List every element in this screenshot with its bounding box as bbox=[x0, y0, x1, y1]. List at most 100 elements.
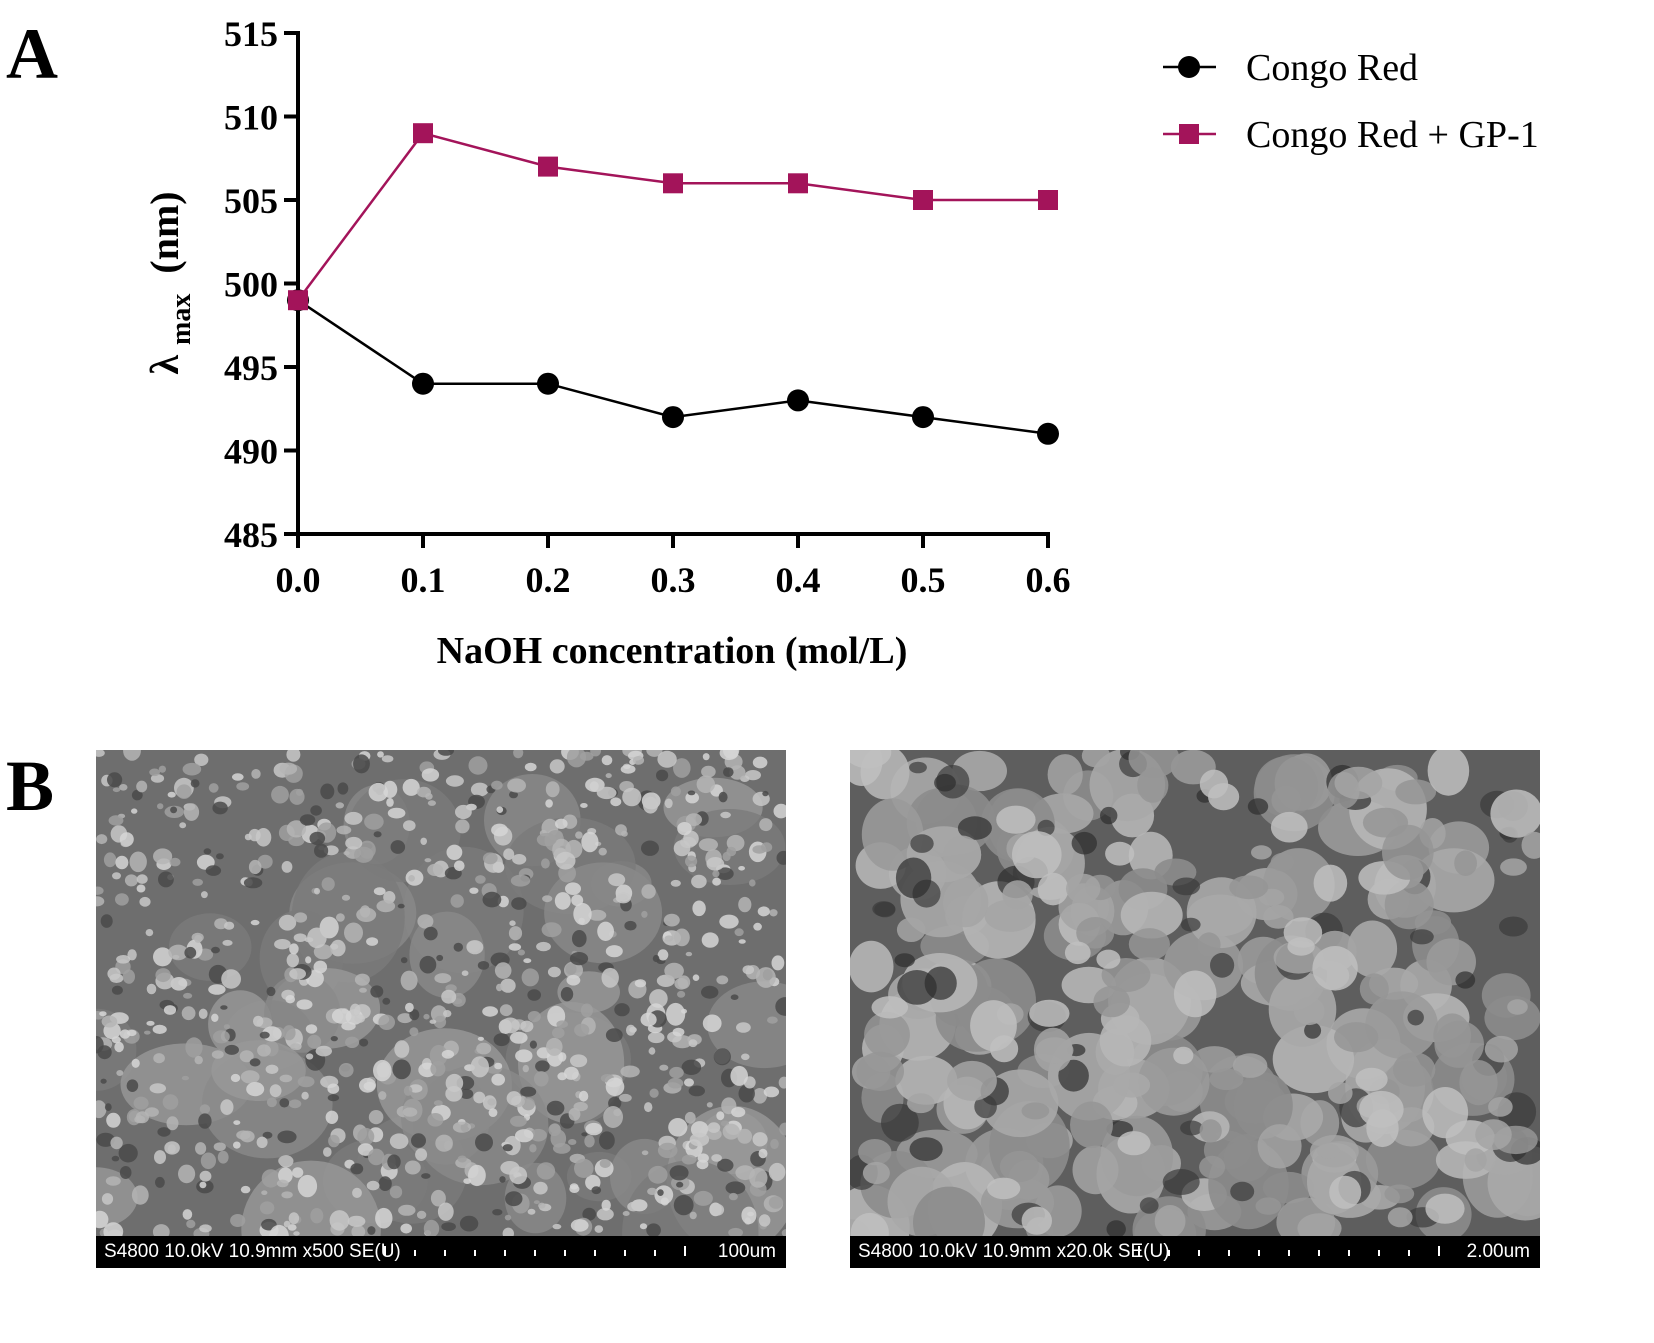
sem-scale-tick bbox=[1258, 1250, 1260, 1256]
sem-scale-text-1: 100um bbox=[717, 1241, 776, 1262]
sem-particle bbox=[538, 1202, 546, 1209]
sem-particle bbox=[725, 1181, 746, 1195]
y-axis-label-sub: max bbox=[166, 294, 197, 345]
sem-particle bbox=[403, 1085, 413, 1096]
sem-particle bbox=[508, 943, 522, 951]
sem-particle bbox=[970, 1000, 1017, 1052]
sem-particle bbox=[404, 1160, 421, 1175]
sem-particle bbox=[1247, 798, 1269, 815]
sem-particle bbox=[203, 848, 212, 855]
sem-particle bbox=[230, 1214, 246, 1227]
sem-particle bbox=[104, 1103, 112, 1111]
sem-particle bbox=[256, 1136, 268, 1148]
sem-particle bbox=[580, 1003, 593, 1018]
sem-particle bbox=[194, 753, 209, 766]
sem-particle bbox=[286, 750, 301, 762]
sem-particle bbox=[468, 756, 488, 775]
sem-particle bbox=[1283, 917, 1323, 948]
sem-particle bbox=[524, 762, 537, 772]
sem-particle bbox=[984, 899, 1036, 932]
sem-particle bbox=[192, 878, 203, 886]
sem-particle bbox=[1475, 1119, 1512, 1150]
sem-particle bbox=[182, 762, 202, 776]
sem-particle bbox=[580, 803, 588, 808]
sem-particle bbox=[353, 754, 370, 774]
sem-particle bbox=[411, 1133, 426, 1148]
x-axis-label: NaOH concentration (mol/L) bbox=[437, 630, 908, 672]
sem-particle bbox=[608, 873, 626, 887]
sem-particle bbox=[536, 1162, 556, 1180]
sem-particle bbox=[1021, 1102, 1050, 1120]
sem-particle bbox=[502, 1144, 513, 1152]
sem-particle bbox=[441, 989, 457, 1004]
sem-particle bbox=[552, 1223, 562, 1230]
sem-particle bbox=[649, 989, 668, 1008]
sem-particle bbox=[347, 1215, 366, 1227]
sem-scale-tick bbox=[654, 1250, 656, 1256]
sem-particle bbox=[281, 1191, 293, 1199]
sem-particle bbox=[850, 750, 892, 769]
sem-particle bbox=[415, 1148, 428, 1161]
sem-particle bbox=[199, 1170, 212, 1182]
sem-particle bbox=[352, 1187, 362, 1198]
sem-particle bbox=[718, 791, 728, 803]
sem-particle bbox=[144, 1107, 159, 1117]
sem-particle bbox=[136, 874, 148, 884]
sem-particle bbox=[301, 1091, 309, 1100]
sem-particle bbox=[100, 1078, 107, 1084]
sem-image-high-magnification: S4800 10.0kV 10.9mm x20.0k SE(U) 2.00um bbox=[850, 750, 1540, 1268]
sem-particle bbox=[698, 838, 719, 852]
sem-particle bbox=[716, 1111, 725, 1121]
sem-particle bbox=[615, 892, 631, 904]
sem-particle bbox=[569, 1185, 580, 1193]
sem-particle bbox=[536, 941, 551, 952]
sem-particle bbox=[1173, 970, 1217, 1018]
sem-particle bbox=[327, 1094, 340, 1102]
sem-particle bbox=[762, 790, 769, 797]
sem-particle bbox=[1422, 1087, 1469, 1139]
sem-particle bbox=[198, 1113, 212, 1129]
sem-particle bbox=[96, 896, 105, 907]
sem-particle bbox=[1172, 877, 1201, 896]
sem-particle bbox=[601, 967, 619, 988]
sem-particle bbox=[310, 805, 322, 816]
sem-particle bbox=[506, 1091, 522, 1106]
sem-particle bbox=[321, 877, 335, 891]
sem-particle bbox=[429, 1044, 448, 1066]
sem-particle bbox=[668, 1118, 688, 1137]
sem-particle bbox=[1096, 949, 1121, 969]
sem-particle bbox=[112, 872, 121, 880]
sem-particle bbox=[493, 1033, 510, 1047]
sem-particle bbox=[243, 877, 263, 889]
sem-particle bbox=[377, 751, 384, 758]
sem-particle bbox=[233, 1120, 241, 1125]
sem-particle bbox=[1128, 750, 1180, 778]
y-axis-label-unit: (nm) bbox=[142, 191, 187, 273]
sem-particle bbox=[314, 887, 320, 895]
sem-particle bbox=[657, 750, 677, 768]
sem-particle bbox=[123, 750, 141, 761]
sem-particle bbox=[1076, 917, 1115, 949]
y-tick-label: 500 bbox=[224, 265, 278, 305]
sem-particle bbox=[1162, 1169, 1200, 1195]
sem-particle bbox=[599, 1159, 611, 1168]
sem-info-text-1: S4800 10.0kV 10.9mm x500 SE(U) bbox=[104, 1241, 401, 1262]
sem-particle bbox=[279, 1098, 290, 1108]
sem-particle bbox=[554, 892, 571, 910]
sem-particle bbox=[306, 1053, 314, 1060]
sem-particle bbox=[184, 946, 197, 959]
sem-particle bbox=[108, 815, 124, 826]
sem-particle bbox=[555, 818, 568, 829]
sem-particle bbox=[126, 1079, 139, 1092]
sem-scale-tick bbox=[444, 1250, 446, 1256]
sem-particle bbox=[881, 1103, 919, 1142]
sem-particle bbox=[239, 1050, 254, 1063]
sem-particle bbox=[895, 857, 932, 899]
sem-particle bbox=[1365, 991, 1438, 1059]
y-tick-label: 490 bbox=[224, 432, 278, 472]
sem-particle bbox=[643, 796, 658, 814]
sem-particle bbox=[505, 1191, 523, 1207]
sem-particle bbox=[278, 1155, 294, 1167]
sem-particle bbox=[131, 1185, 149, 1205]
sem-particle bbox=[423, 926, 438, 941]
